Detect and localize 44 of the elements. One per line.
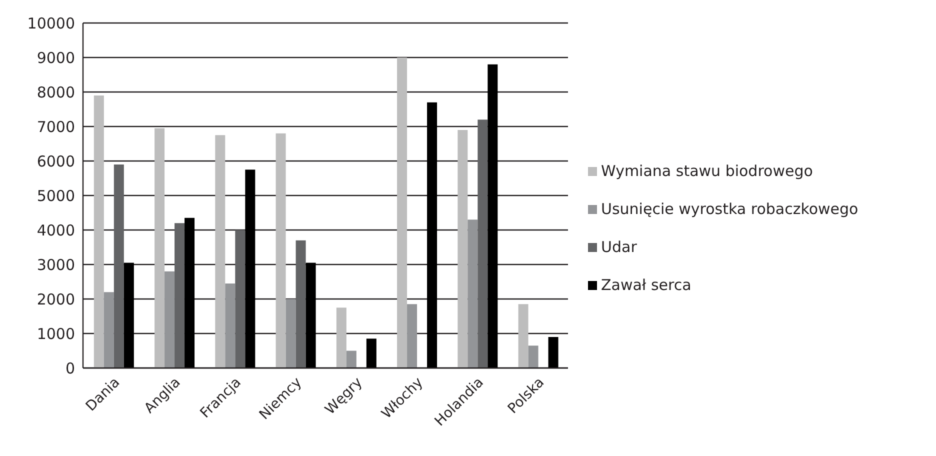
bar: [366, 338, 376, 368]
bar: [518, 304, 528, 368]
y-tick-label: 5000: [36, 186, 75, 205]
bar: [94, 95, 104, 368]
legend-label: Udar: [601, 238, 637, 256]
bar: [528, 346, 538, 368]
y-tick-label: 7000: [36, 118, 75, 136]
bar: [296, 240, 306, 368]
y-tick-label: 1000: [36, 324, 75, 343]
y-tick-label: 8000: [36, 83, 75, 102]
bar: [215, 135, 226, 368]
bar: [306, 262, 316, 368]
bar: [478, 120, 488, 368]
bar: [154, 128, 165, 368]
y-tick-label: 4000: [36, 221, 75, 240]
bar: [427, 102, 438, 368]
y-tick-label: 3000: [36, 256, 75, 274]
bar: [346, 350, 356, 368]
legend-label: Zawał serca: [601, 276, 692, 294]
bar: [225, 283, 236, 368]
bar: [407, 304, 418, 368]
bar: [468, 220, 478, 368]
bar: [397, 58, 408, 368]
y-tick-label: 9000: [36, 48, 75, 67]
y-tick-label: 2000: [36, 290, 75, 308]
bar: [184, 218, 195, 368]
y-tick-label: 6000: [36, 152, 75, 170]
bar: [124, 262, 134, 368]
legend-label: Wymiana stawu biodrowego: [601, 162, 813, 180]
bar: [548, 336, 558, 368]
bar: [458, 130, 468, 368]
bar: [235, 230, 246, 368]
legend-label: Usunięcie wyrostka robaczkowego: [601, 200, 858, 218]
bar: [174, 223, 185, 368]
y-tick-label: 0: [65, 359, 75, 378]
bar: [114, 164, 124, 368]
bar: [488, 64, 498, 368]
y-tick-label: 10000: [27, 14, 75, 32]
bar: [164, 271, 175, 368]
bar: [276, 133, 286, 368]
bar: [286, 299, 296, 368]
bar: [336, 308, 346, 368]
bar: [245, 170, 256, 368]
bar: [104, 292, 114, 368]
